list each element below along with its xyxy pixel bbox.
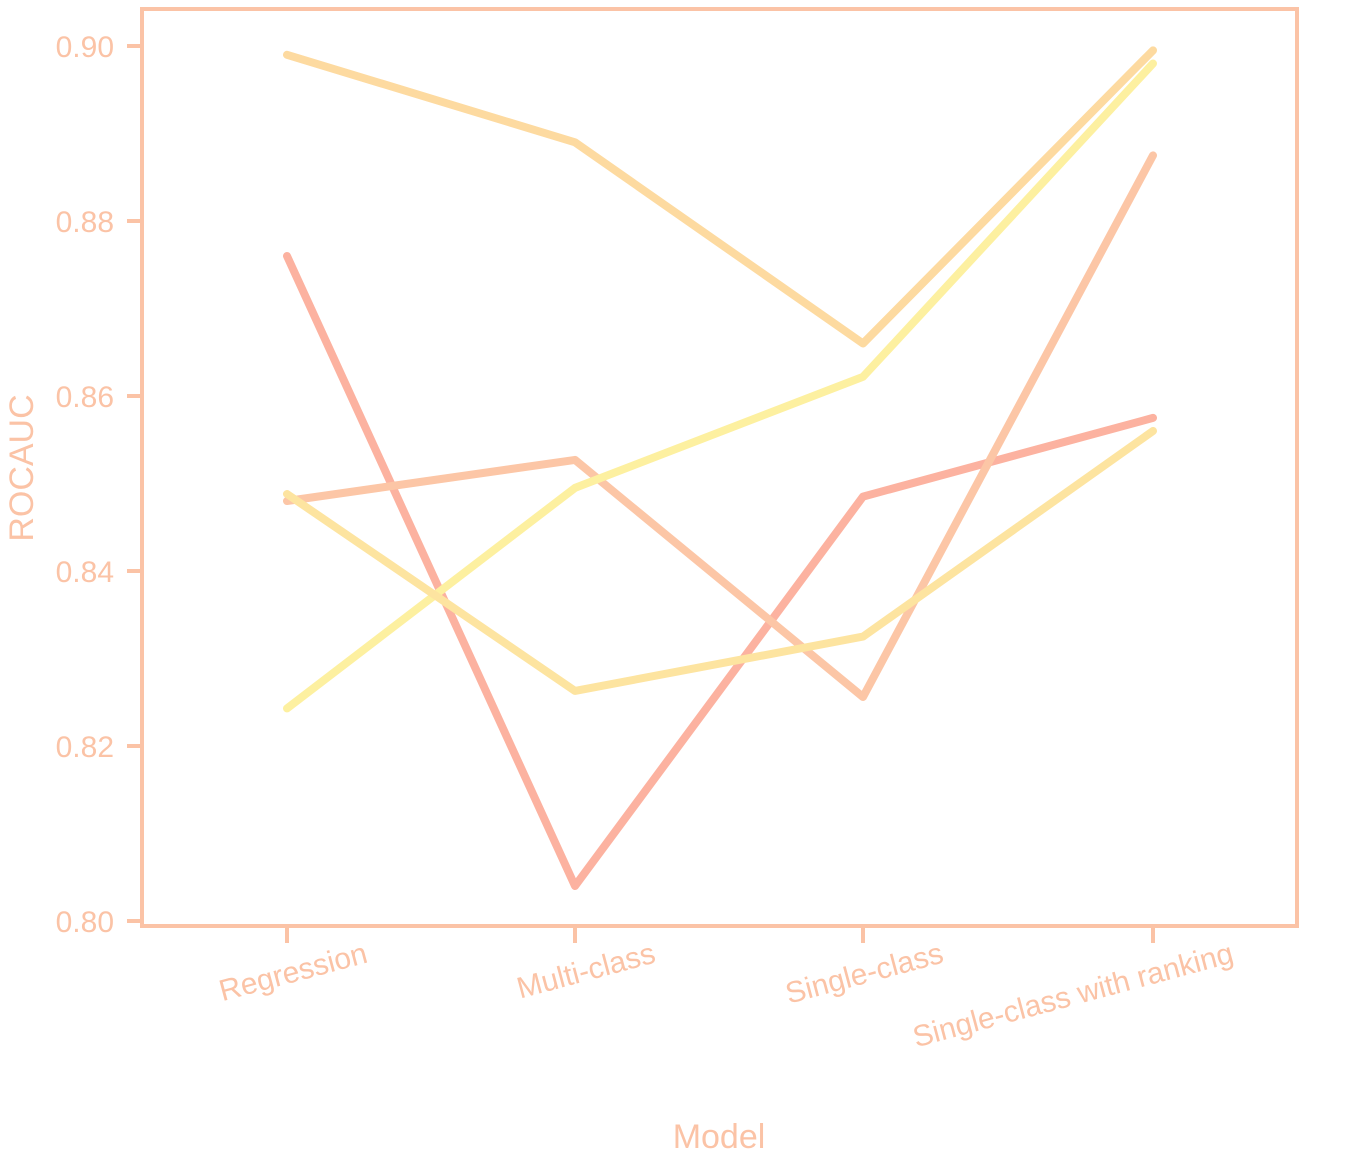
x-tick-label: Multi-class bbox=[513, 937, 658, 1006]
y-axis: 0.80 0.82 0.84 0.86 0.88 0.90 bbox=[56, 31, 142, 939]
y-tick-label: 0.86 bbox=[56, 381, 114, 414]
y-tick-label: 0.90 bbox=[56, 31, 114, 64]
x-axis-title: Model bbox=[673, 1118, 766, 1156]
y-axis-title: ROCAUC bbox=[3, 394, 41, 541]
series-lines bbox=[283, 46, 1157, 890]
series-line-3 bbox=[283, 46, 1157, 348]
series-line-1 bbox=[283, 252, 1157, 890]
x-tick-label: Regression bbox=[216, 937, 371, 1008]
x-tick-label: Single-class bbox=[782, 937, 947, 1011]
plot-frame bbox=[140, 7, 1299, 928]
x-axis: Regression Multi-class Single-classSingle-… bbox=[216, 926, 1237, 1054]
x-tick-label: Single-class with ranking bbox=[909, 937, 1236, 1054]
y-tick-label: 0.84 bbox=[56, 556, 114, 589]
y-tick-label: 0.80 bbox=[56, 906, 114, 939]
y-tick-label: 0.82 bbox=[56, 731, 114, 764]
series-line-4 bbox=[283, 59, 1157, 713]
series-line-2 bbox=[283, 151, 1157, 701]
y-tick-label: 0.88 bbox=[56, 206, 114, 239]
series-line-5 bbox=[283, 427, 1157, 695]
